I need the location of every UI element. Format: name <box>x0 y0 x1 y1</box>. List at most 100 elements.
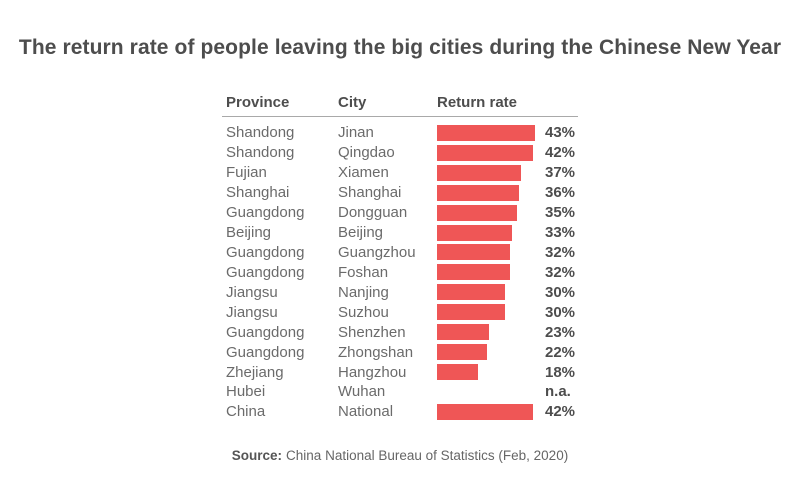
return-rate-bar <box>437 144 533 161</box>
bar-cell <box>437 344 545 361</box>
return-rate-value: 30% <box>545 283 576 301</box>
province-cell: China <box>226 403 266 421</box>
table-row: Beijing Beijing 33% <box>222 223 578 243</box>
return-rate-value: 43% <box>545 124 576 142</box>
return-rate-bar <box>437 204 517 221</box>
province-cell: Fujian <box>226 164 267 182</box>
bar-cell <box>437 284 545 301</box>
return-rate-bar <box>437 184 520 201</box>
return-rate-value: 23% <box>545 323 576 341</box>
bar-cell <box>437 124 545 141</box>
table-row: Guangdong Guangzhou 32% <box>222 243 578 263</box>
return-rate-bar <box>437 324 490 341</box>
return-rate-bar <box>437 304 506 321</box>
city-cell: Foshan <box>338 263 389 281</box>
table-row: Shandong Qingdao 42% <box>222 143 578 163</box>
source-text: China National Bureau of Statistics (Feb… <box>286 448 569 463</box>
table-row: Shanghai Shanghai 36% <box>222 183 578 203</box>
bar-cell <box>437 264 545 281</box>
province-cell: Guangdong <box>226 323 305 341</box>
return-rate-bar <box>437 164 522 181</box>
province-cell: Zhejiang <box>226 363 284 381</box>
province-cell: Guangdong <box>226 343 305 361</box>
col-header-city: City <box>338 94 367 111</box>
source-label: Source: <box>231 448 283 463</box>
table-row: Jiangsu Nanjing 30% <box>222 282 578 302</box>
return-rate-bar <box>437 403 533 420</box>
return-rate-bar <box>437 284 506 301</box>
city-cell: Suzhou <box>338 303 389 321</box>
province-cell: Shandong <box>226 144 295 162</box>
bar-cell <box>437 304 545 321</box>
province-cell: Shandong <box>226 124 295 142</box>
return-rate-value: 36% <box>545 184 576 202</box>
return-rate-value: 42% <box>545 144 576 162</box>
city-cell: Qingdao <box>338 144 395 162</box>
table-row: Guangdong Dongguan 35% <box>222 203 578 223</box>
city-cell: Shanghai <box>338 184 402 202</box>
header-divider <box>222 116 578 117</box>
table-row: Shandong Jinan 43% <box>222 123 578 143</box>
bar-cell <box>437 384 545 400</box>
return-rate-value: n.a. <box>545 383 571 401</box>
bar-cell <box>437 144 545 161</box>
table-row: Fujian Xiamen 37% <box>222 163 578 183</box>
return-rate-bar <box>437 224 513 241</box>
table-row: Guangdong Shenzhen 23% <box>222 322 578 342</box>
bar-cell <box>437 164 545 181</box>
return-rate-value: 32% <box>545 263 576 281</box>
table-row: Guangdong Foshan 32% <box>222 262 578 282</box>
bar-cell <box>437 364 545 381</box>
col-header-return-rate: Return rate <box>437 94 518 111</box>
table-header-row: Province City Return rate <box>222 92 578 111</box>
city-cell: Zhongshan <box>338 343 414 361</box>
city-cell: Shenzhen <box>338 323 406 341</box>
return-rate-bar <box>437 364 479 381</box>
bar-cell <box>437 184 545 201</box>
table-body: Shandong Jinan 43% Shandong Qingdao 42% Fujian… <box>222 123 578 422</box>
bar-cell <box>437 324 545 341</box>
city-cell: Wuhan <box>338 383 386 401</box>
page-title: The return rate of people leaving the bi… <box>18 36 782 59</box>
province-cell: Guangdong <box>226 263 305 281</box>
province-cell: Beijing <box>226 224 272 242</box>
return-rate-value: 42% <box>545 403 576 421</box>
province-cell: Shanghai <box>226 184 290 202</box>
city-cell: Beijing <box>338 224 384 242</box>
city-cell: Jinan <box>338 124 374 142</box>
province-cell: Guangdong <box>226 204 305 222</box>
return-rate-value: 33% <box>545 224 576 242</box>
city-cell: Nanjing <box>338 283 389 301</box>
table-row: China National 42% <box>222 402 578 422</box>
city-cell: Dongguan <box>338 204 408 222</box>
return-rate-bar <box>437 124 536 141</box>
city-cell: National <box>338 403 394 421</box>
province-cell: Jiangsu <box>226 283 278 301</box>
return-rate-value: 30% <box>545 303 576 321</box>
col-header-province: Province <box>226 94 290 111</box>
city-cell: Xiamen <box>338 164 389 182</box>
return-rate-value: 32% <box>545 243 576 261</box>
return-rate-value: 18% <box>545 363 576 381</box>
table-row: Jiangsu Suzhou 30% <box>222 302 578 322</box>
table-row: Guangdong Zhongshan 22% <box>222 342 578 362</box>
return-rate-bar <box>437 264 510 281</box>
return-rate-value: 37% <box>545 164 576 182</box>
city-cell: Guangzhou <box>338 243 416 261</box>
return-rate-value: 22% <box>545 343 576 361</box>
province-cell: Hubei <box>226 383 266 401</box>
return-rate-table: Province City Return rate Shandong Jinan 4… <box>222 92 578 422</box>
bar-cell <box>437 224 545 241</box>
province-cell: Jiangsu <box>226 303 278 321</box>
city-cell: Hangzhou <box>338 363 407 381</box>
province-cell: Guangdong <box>226 243 305 261</box>
bar-cell <box>437 403 545 420</box>
table-row: Zhejiang Hangzhou 18% <box>222 362 578 382</box>
table-row: Hubei Wuhan n.a. <box>222 382 578 402</box>
bar-cell <box>437 204 545 221</box>
return-rate-bar <box>437 244 510 261</box>
source-line: Source: China National Bureau of Statisti… <box>0 448 800 463</box>
bar-cell <box>437 244 545 261</box>
return-rate-value: 35% <box>545 204 576 222</box>
